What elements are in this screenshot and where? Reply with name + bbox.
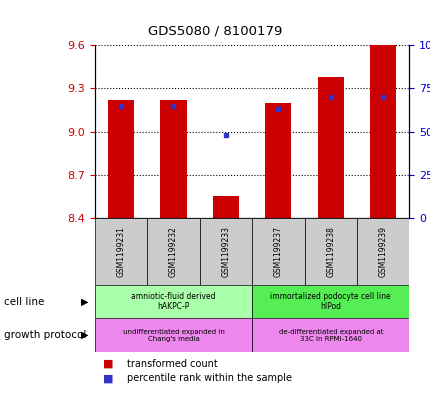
Text: ▶: ▶ [81, 297, 88, 307]
Text: GSM1199237: GSM1199237 [273, 226, 282, 277]
Bar [212, 196, 239, 218]
FancyBboxPatch shape [95, 285, 252, 318]
Text: GSM1199238: GSM1199238 [326, 226, 335, 277]
Bar [369, 45, 396, 218]
Text: amniotic-fluid derived
hAKPC-P: amniotic-fluid derived hAKPC-P [131, 292, 215, 311]
FancyBboxPatch shape [304, 218, 356, 285]
Text: ■: ■ [103, 359, 114, 369]
FancyBboxPatch shape [95, 218, 147, 285]
Text: GDS5080 / 8100179: GDS5080 / 8100179 [148, 25, 282, 38]
Text: cell line: cell line [4, 297, 45, 307]
Text: immortalized podocyte cell line
hIPod: immortalized podocyte cell line hIPod [270, 292, 390, 311]
Text: percentile rank within the sample: percentile rank within the sample [127, 373, 292, 383]
FancyBboxPatch shape [199, 218, 252, 285]
Text: growth protocol: growth protocol [4, 330, 86, 340]
Text: GSM1199232: GSM1199232 [169, 226, 178, 277]
Text: ▶: ▶ [81, 330, 88, 340]
FancyBboxPatch shape [252, 218, 304, 285]
Bar [108, 100, 134, 218]
Text: undifferentiated expanded in
Chang's media: undifferentiated expanded in Chang's med… [122, 329, 224, 342]
FancyBboxPatch shape [252, 285, 408, 318]
Text: transformed count: transformed count [127, 359, 218, 369]
Text: GSM1199233: GSM1199233 [221, 226, 230, 277]
FancyBboxPatch shape [95, 318, 252, 352]
FancyBboxPatch shape [252, 318, 408, 352]
Text: ■: ■ [103, 373, 114, 383]
FancyBboxPatch shape [147, 218, 199, 285]
Bar [264, 103, 291, 218]
Bar [317, 77, 343, 218]
FancyBboxPatch shape [356, 218, 408, 285]
Bar [160, 100, 186, 218]
Text: GSM1199231: GSM1199231 [116, 226, 125, 277]
Text: GSM1199239: GSM1199239 [378, 226, 387, 277]
Text: de-differentiated expanded at
33C in RPMI-1640: de-differentiated expanded at 33C in RPM… [278, 329, 382, 342]
